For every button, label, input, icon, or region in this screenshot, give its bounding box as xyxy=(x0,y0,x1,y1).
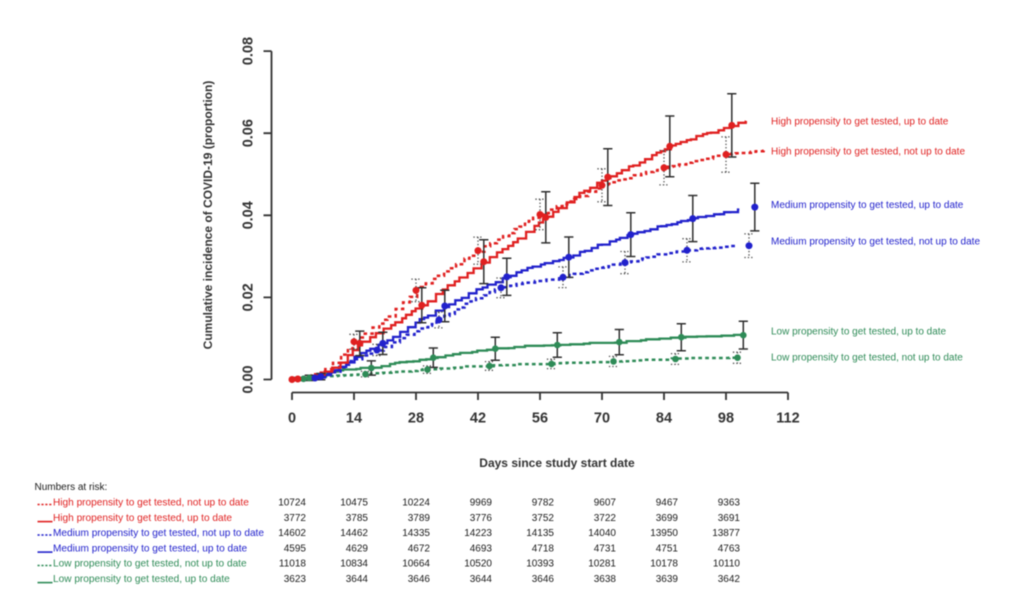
svg-text:56: 56 xyxy=(532,411,548,427)
svg-text:4763: 4763 xyxy=(718,543,741,554)
svg-text:3785: 3785 xyxy=(346,513,369,524)
svg-text:3639: 3639 xyxy=(656,574,679,585)
svg-text:9969: 9969 xyxy=(470,498,493,509)
svg-text:98: 98 xyxy=(718,411,734,427)
svg-text:Medium propensity to get teste: Medium propensity to get tested, not up … xyxy=(53,528,264,539)
svg-text:3638: 3638 xyxy=(594,574,617,585)
svg-text:Medium propensity to get teste: Medium propensity to get tested, up to d… xyxy=(53,543,248,554)
svg-text:10110: 10110 xyxy=(713,559,741,570)
svg-text:10281: 10281 xyxy=(588,559,616,570)
svg-text:10724: 10724 xyxy=(278,498,306,509)
svg-text:Low propensity to get tested,: Low propensity to get tested, not up to … xyxy=(771,352,963,363)
svg-text:4672: 4672 xyxy=(408,543,431,554)
svg-text:Cumulative incidence of COVID-: Cumulative incidence of COVID-19 (propor… xyxy=(201,81,215,350)
svg-text:4751: 4751 xyxy=(656,543,679,554)
svg-text:0.08: 0.08 xyxy=(241,37,257,65)
svg-text:3691: 3691 xyxy=(718,513,741,524)
svg-text:11018: 11018 xyxy=(279,559,307,570)
svg-text:14040: 14040 xyxy=(588,528,616,539)
svg-text:13877: 13877 xyxy=(712,528,740,539)
svg-text:14223: 14223 xyxy=(464,528,492,539)
svg-text:4693: 4693 xyxy=(470,543,493,554)
svg-text:9363: 9363 xyxy=(718,498,741,509)
svg-text:9782: 9782 xyxy=(532,498,555,509)
svg-text:0.04: 0.04 xyxy=(241,201,257,229)
svg-text:Days since study start date: Days since study start date xyxy=(479,456,635,470)
svg-text:3772: 3772 xyxy=(284,513,307,524)
svg-text:14: 14 xyxy=(346,411,362,427)
svg-text:10178: 10178 xyxy=(650,559,678,570)
svg-text:10475: 10475 xyxy=(340,498,368,509)
svg-text:9467: 9467 xyxy=(656,498,679,509)
svg-text:112: 112 xyxy=(776,411,799,427)
svg-text:3646: 3646 xyxy=(532,574,555,585)
svg-text:3646: 3646 xyxy=(408,574,431,585)
svg-text:3642: 3642 xyxy=(718,574,741,585)
svg-text:14335: 14335 xyxy=(402,528,430,539)
svg-text:10393: 10393 xyxy=(526,559,554,570)
svg-text:0.02: 0.02 xyxy=(241,283,257,311)
svg-text:14462: 14462 xyxy=(340,528,368,539)
svg-text:10834: 10834 xyxy=(340,559,368,570)
svg-text:0.06: 0.06 xyxy=(241,119,257,147)
svg-text:Low propensity to get tested,: Low propensity to get tested, up to date xyxy=(53,574,230,585)
svg-text:3623: 3623 xyxy=(284,574,307,585)
svg-text:10224: 10224 xyxy=(402,498,430,509)
svg-text:3789: 3789 xyxy=(408,513,431,524)
svg-text:3752: 3752 xyxy=(532,513,555,524)
svg-text:Medium propensity to get teste: Medium propensity to get tested, not up … xyxy=(771,236,980,247)
svg-text:9607: 9607 xyxy=(594,498,617,509)
svg-text:13950: 13950 xyxy=(650,528,678,539)
svg-text:Low propensity to get tested,: Low propensity to get tested, not up to … xyxy=(53,559,247,570)
svg-text:4731: 4731 xyxy=(594,543,617,554)
svg-text:0: 0 xyxy=(288,411,296,427)
svg-text:70: 70 xyxy=(594,411,610,427)
svg-text:High propensity to get tested,: High propensity to get tested, not up to… xyxy=(53,498,249,509)
svg-text:4629: 4629 xyxy=(346,543,369,554)
svg-text:10520: 10520 xyxy=(464,559,492,570)
svg-text:High propensity to get tested,: High propensity to get tested, up to dat… xyxy=(771,116,949,127)
svg-text:3644: 3644 xyxy=(346,574,369,585)
svg-text:High propensity to get tested,: High propensity to get tested, up to dat… xyxy=(53,513,232,524)
svg-text:10664: 10664 xyxy=(402,559,430,570)
svg-text:Numbers at risk:: Numbers at risk: xyxy=(35,482,108,493)
svg-text:28: 28 xyxy=(408,411,424,427)
svg-text:0.00: 0.00 xyxy=(241,365,257,393)
svg-text:3776: 3776 xyxy=(470,513,493,524)
svg-text:3644: 3644 xyxy=(470,574,493,585)
svg-text:High propensity to get tested,: High propensity to get tested, not up to… xyxy=(771,146,965,157)
svg-text:14135: 14135 xyxy=(526,528,554,539)
svg-text:14602: 14602 xyxy=(278,528,306,539)
svg-text:84: 84 xyxy=(656,411,672,427)
svg-text:4595: 4595 xyxy=(284,543,307,554)
svg-text:3699: 3699 xyxy=(656,513,679,524)
svg-text:3722: 3722 xyxy=(594,513,617,524)
svg-text:Medium propensity to get teste: Medium propensity to get tested, up to d… xyxy=(771,200,964,211)
svg-text:42: 42 xyxy=(470,411,486,427)
svg-text:4718: 4718 xyxy=(532,543,555,554)
svg-text:Low propensity to get tested,: Low propensity to get tested, up to date xyxy=(771,326,947,337)
